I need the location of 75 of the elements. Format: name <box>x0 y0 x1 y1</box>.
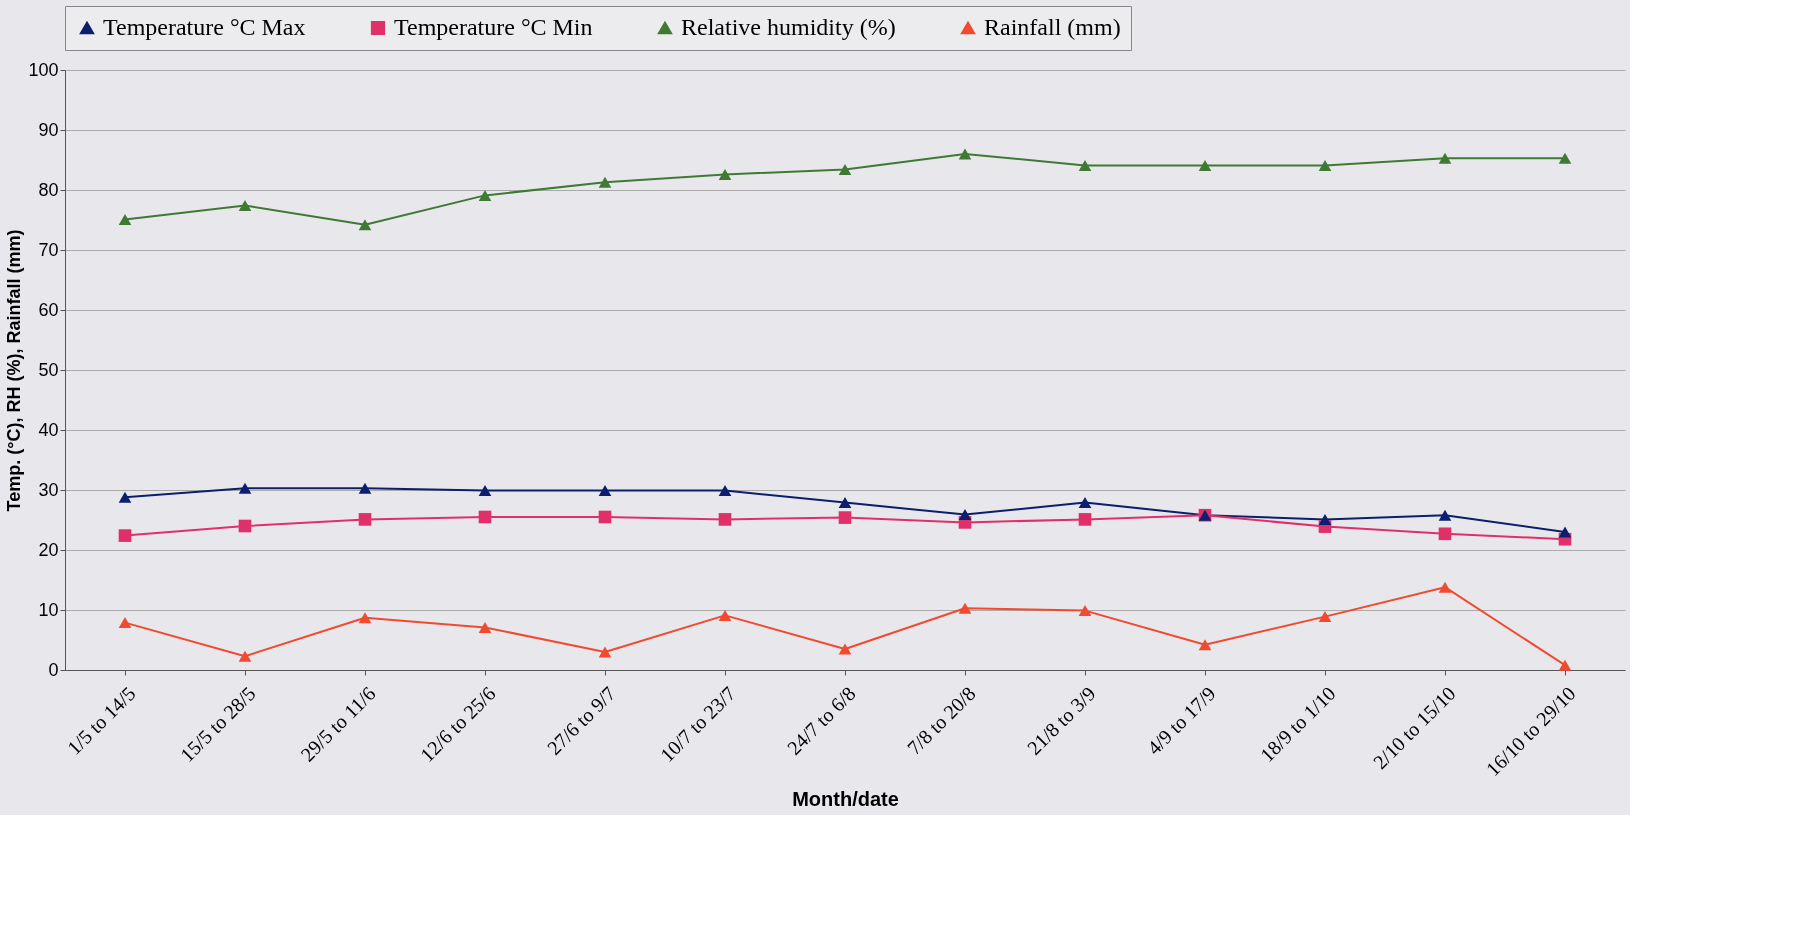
point <box>238 482 252 494</box>
x-tick-label: 10/7 to 23/7 <box>655 682 740 766</box>
point <box>598 485 612 497</box>
x-tick-label: 21/8 to 3/9 <box>1022 682 1100 759</box>
point <box>1318 513 1332 525</box>
point <box>718 513 732 526</box>
point <box>1078 159 1092 171</box>
point <box>1438 509 1452 521</box>
point <box>1078 605 1092 617</box>
point <box>358 219 372 231</box>
point <box>1558 526 1572 538</box>
point <box>478 621 492 633</box>
y-tick-label: 0 <box>48 659 59 680</box>
y-tick-label: 90 <box>38 119 59 140</box>
y-tick-label: 100 <box>28 59 59 80</box>
point <box>838 643 852 655</box>
x-axis-title: Month/date <box>792 788 899 811</box>
point <box>478 510 492 524</box>
point <box>238 650 252 662</box>
y-tick-label: 70 <box>38 239 59 260</box>
point <box>478 485 492 497</box>
x-tick-label: 12/6 to 25/6 <box>415 682 500 766</box>
point <box>358 482 372 494</box>
point <box>118 491 132 503</box>
point <box>958 148 972 160</box>
point <box>838 497 852 509</box>
y-tick-label: 30 <box>38 479 59 500</box>
point <box>1318 159 1332 171</box>
point <box>478 189 492 201</box>
y-tick-label: 50 <box>38 359 59 380</box>
point <box>1558 659 1572 671</box>
y-tick-label: 10 <box>38 599 59 620</box>
point <box>718 485 732 497</box>
legend-label: Temperature °C Max <box>103 14 306 40</box>
point <box>238 519 252 533</box>
x-tick-label: 18/9 to 1/10 <box>1255 682 1340 766</box>
x-tick-label: 15/5 to 28/5 <box>175 682 260 766</box>
y-tick-label: 60 <box>38 299 59 320</box>
point <box>598 176 612 188</box>
point <box>598 646 612 658</box>
y-tick-label: 40 <box>38 419 59 440</box>
x-tick-label: 27/6 to 9/7 <box>542 682 620 759</box>
point <box>1438 152 1452 164</box>
x-tick-label: 1/5 to 14/5 <box>62 682 140 759</box>
x-tick-label: 7/8 to 20/8 <box>902 682 980 759</box>
point <box>1198 159 1212 171</box>
point <box>118 617 132 629</box>
x-tick-label: 4/9 to 17/9 <box>1142 682 1220 759</box>
point <box>958 602 972 614</box>
point <box>118 529 132 542</box>
y-tick-label: 20 <box>38 539 59 560</box>
x-tick-label: 24/7 to 6/8 <box>782 682 860 759</box>
legend-label: Temperature °C Min <box>394 14 593 40</box>
legend-label: Rainfall (mm) <box>984 14 1121 40</box>
y-tick-label: 80 <box>38 179 59 200</box>
point <box>1318 611 1332 623</box>
point <box>1438 581 1452 593</box>
point <box>838 511 852 524</box>
point <box>358 513 372 526</box>
point <box>358 612 372 624</box>
point <box>238 200 252 212</box>
point <box>718 609 732 621</box>
y-axis-title: Temp. (°C), RH (%), Rainfall (mm) <box>4 229 25 512</box>
point <box>118 213 132 225</box>
x-tick-label: 29/5 to 11/6 <box>296 682 380 766</box>
point <box>1078 513 1092 526</box>
point <box>1078 497 1092 509</box>
point <box>718 168 732 180</box>
point <box>1438 527 1452 541</box>
point <box>598 510 612 524</box>
legend-label: Relative humidity (%) <box>681 14 896 40</box>
point <box>1558 152 1572 164</box>
point <box>958 509 972 521</box>
point <box>1198 639 1212 651</box>
point <box>838 164 852 176</box>
